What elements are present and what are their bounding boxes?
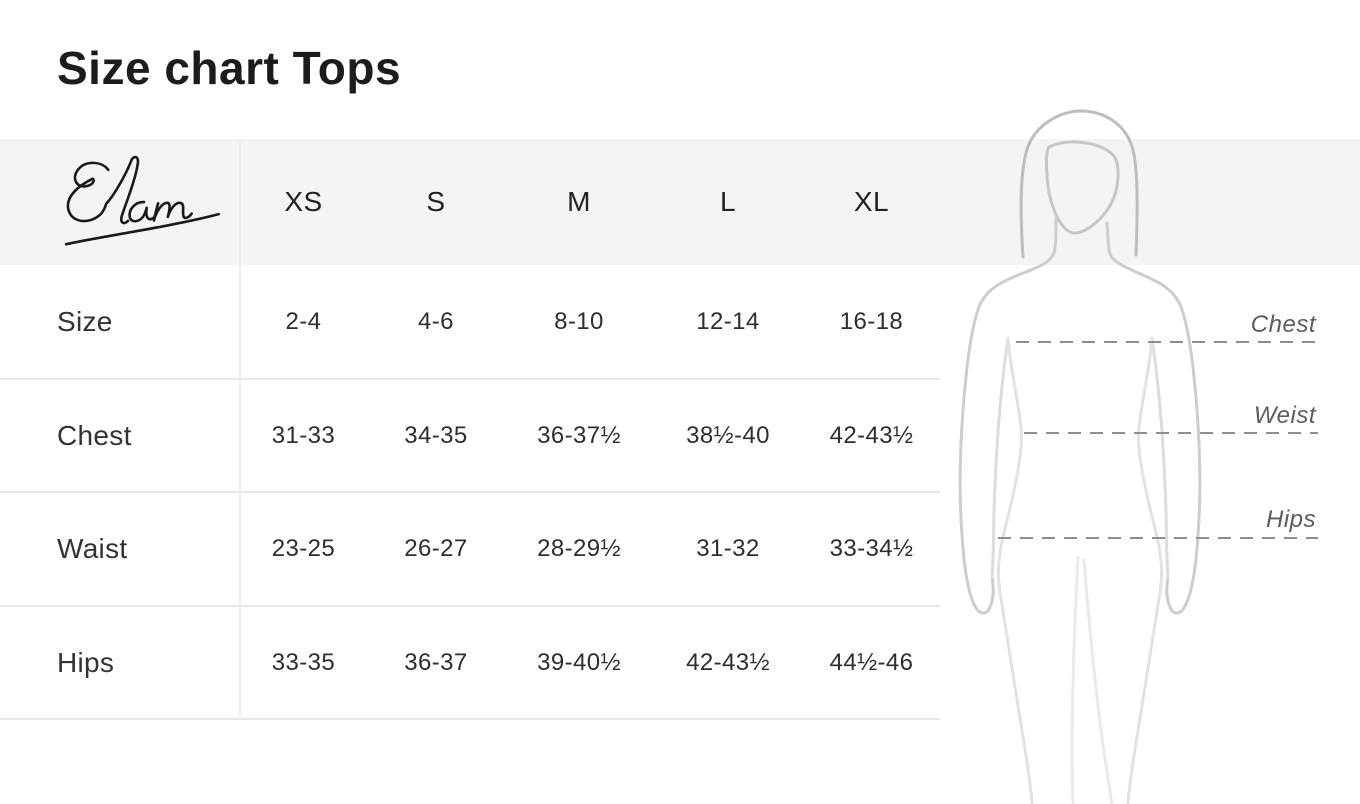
column-header-s: S — [426, 186, 446, 217]
figure-left-arm-outline — [958, 216, 1058, 615]
figure-right-arm-outline — [1105, 221, 1202, 615]
cell-size-l: 12-14 — [653, 265, 803, 380]
figure-right-inner-arm — [1150, 336, 1170, 579]
figure-label-weist: Weist — [1253, 402, 1316, 429]
figure-right-inner-leg — [1082, 558, 1114, 804]
cell-chest-xl: 42-43½ — [803, 380, 940, 493]
figure-face-outline — [1044, 140, 1120, 235]
column-header-l: L — [719, 186, 737, 217]
cell-chest-s: 34-35 — [367, 380, 505, 493]
table-column-divider — [239, 139, 241, 720]
cell-waist-l: 31-32 — [653, 493, 803, 607]
cell-hips-m: 39-40½ — [505, 607, 653, 720]
row-label-waist: Waist — [0, 493, 240, 607]
row-label-hips: Hips — [0, 607, 240, 720]
figure-left-inner-arm — [990, 336, 1010, 579]
cell-waist-m: 28-29½ — [505, 493, 653, 607]
brand-signature-elan — [64, 155, 221, 246]
cell-hips-l: 42-43½ — [653, 607, 803, 720]
cell-size-m: 8-10 — [505, 265, 653, 380]
figure-hair-outline — [1019, 109, 1139, 259]
cell-chest-l: 38½-40 — [653, 380, 803, 493]
cell-size-xl: 16-18 — [803, 265, 940, 380]
cell-waist-xl: 33-34½ — [803, 493, 940, 607]
page-title: Size chart Tops — [57, 42, 402, 94]
brand-logo: Elan — [0, 139, 240, 265]
cell-waist-xs: 23-25 — [240, 493, 367, 607]
figure-label-hips: Hips — [1265, 506, 1316, 533]
column-header-xl: XL — [853, 186, 890, 217]
column-header-xs: XS — [284, 186, 323, 217]
cell-chest-m: 36-37½ — [505, 380, 653, 493]
cell-size-s: 4-6 — [367, 265, 505, 380]
cell-hips-s: 36-37 — [367, 607, 505, 720]
figure-label-chest: Chest — [1250, 311, 1316, 338]
cell-hips-xs: 33-35 — [240, 607, 367, 720]
cell-hips-xl: 44½-46 — [803, 607, 940, 720]
size-chart-table: Elan XS S M L XL Size 2-4 4-6 8-10 12-14… — [0, 139, 940, 720]
cell-waist-s: 26-27 — [367, 493, 505, 607]
figure-right-torso-leg — [1126, 336, 1164, 804]
cell-size-xs: 2-4 — [240, 265, 367, 380]
column-header-m: M — [567, 186, 591, 217]
figure-left-inner-leg — [1070, 555, 1080, 804]
figure-left-torso-leg — [996, 336, 1034, 804]
row-label-chest: Chest — [0, 380, 240, 493]
cell-chest-xs: 31-33 — [240, 380, 367, 493]
body-measurement-figure — [950, 105, 1210, 804]
row-label-size: Size — [0, 265, 240, 380]
